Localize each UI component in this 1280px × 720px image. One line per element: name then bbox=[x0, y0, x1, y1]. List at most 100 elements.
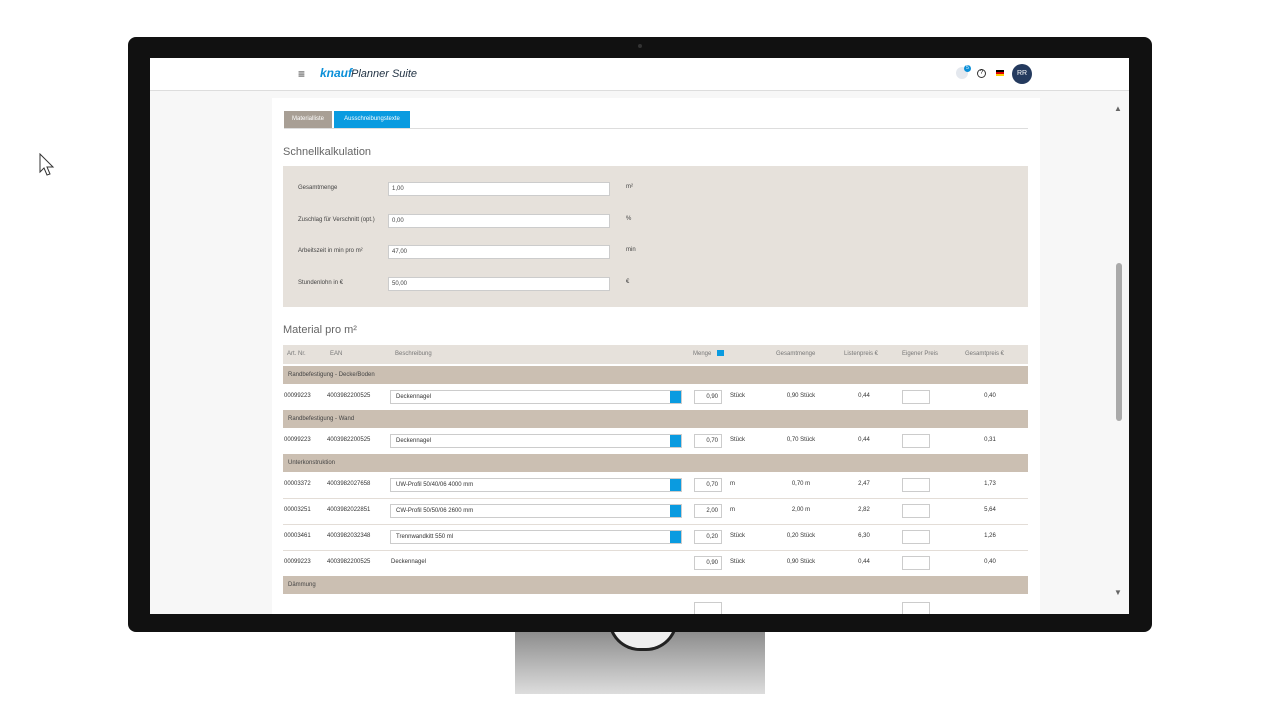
art-nr: 00099223 bbox=[284, 437, 311, 443]
row-divider bbox=[283, 550, 1028, 551]
field-unit: min bbox=[626, 247, 636, 254]
scroll-up[interactable]: ▲ bbox=[1114, 104, 1122, 113]
own-price-input[interactable] bbox=[902, 434, 930, 448]
own-price-input[interactable] bbox=[902, 478, 930, 492]
quantity-input[interactable]: 0,90 bbox=[694, 390, 722, 404]
list-price: 0,44 bbox=[858, 437, 870, 443]
total-price: 0,31 bbox=[984, 437, 996, 443]
total-price: 5,64 bbox=[984, 507, 996, 513]
group-name: Dämmung bbox=[288, 582, 316, 588]
quantity-input[interactable]: 2,00 bbox=[694, 504, 722, 518]
column-header: Art. Nr. bbox=[287, 351, 306, 357]
ean: 4003982200525 bbox=[327, 437, 371, 443]
language-flag[interactable] bbox=[996, 70, 1004, 76]
own-price-input[interactable] bbox=[902, 504, 930, 518]
field-unit: % bbox=[626, 215, 632, 222]
unit: Stück bbox=[730, 559, 746, 565]
table-header bbox=[283, 345, 1028, 364]
unit: Stück bbox=[730, 437, 746, 443]
total-price: 1,73 bbox=[984, 481, 996, 487]
unit: m bbox=[730, 507, 735, 513]
field-label: Arbeitszeit in min pro m² bbox=[298, 248, 363, 255]
field-unit: € bbox=[626, 279, 630, 286]
partial-input[interactable] bbox=[902, 602, 930, 614]
group-header bbox=[283, 454, 1028, 472]
quantity-input[interactable]: 0,70 bbox=[694, 478, 722, 492]
unit: Stück bbox=[730, 533, 746, 539]
help-icon[interactable]: ? bbox=[977, 69, 986, 78]
ean: 4003982200525 bbox=[327, 393, 371, 399]
camera bbox=[638, 44, 642, 48]
description-select[interactable]: UW-Profil 50/40/06 4000 mm bbox=[390, 478, 682, 492]
total-quantity: 0,90 Stück bbox=[786, 559, 816, 565]
ean: 4003982200525 bbox=[327, 559, 371, 565]
select-button bbox=[670, 391, 681, 403]
art-nr: 00099223 bbox=[284, 559, 311, 565]
field-input[interactable]: 0,00 bbox=[388, 213, 610, 228]
info-icon[interactable] bbox=[717, 350, 724, 356]
description: Deckennagel bbox=[391, 559, 427, 565]
list-price: 6,30 bbox=[858, 533, 870, 539]
list-price: 0,44 bbox=[858, 559, 870, 565]
quantity-input[interactable]: 0,70 bbox=[694, 434, 722, 448]
unit: m bbox=[730, 481, 735, 487]
partial-input[interactable] bbox=[694, 602, 722, 614]
description-select[interactable]: Deckennagel bbox=[390, 434, 682, 448]
quantity-input[interactable]: 0,20 bbox=[694, 530, 722, 544]
total-quantity: 0,90 Stück bbox=[786, 393, 816, 399]
total-price: 1,26 bbox=[984, 533, 996, 539]
scroll-down[interactable]: ▼ bbox=[1114, 588, 1122, 597]
select-button bbox=[670, 435, 681, 447]
field-input[interactable]: 1,00 bbox=[388, 182, 610, 196]
avatar[interactable]: RR bbox=[1012, 64, 1032, 84]
total-price: 0,40 bbox=[984, 393, 996, 399]
art-nr: 00003372 bbox=[284, 481, 311, 487]
field-input[interactable]: 47,00 bbox=[388, 245, 610, 260]
description-select[interactable]: Trennwandkitt 550 ml bbox=[390, 530, 682, 544]
brand-logo: knauf bbox=[320, 66, 353, 80]
column-header: Beschreibung bbox=[395, 351, 432, 357]
own-price-input[interactable] bbox=[902, 556, 930, 570]
column-header: Eigener Preis bbox=[902, 351, 939, 357]
tab-divider bbox=[284, 128, 1028, 129]
column-header: Listenpreis € bbox=[844, 351, 879, 357]
art-nr: 00099223 bbox=[284, 393, 311, 399]
column-header: Gesamtmenge bbox=[776, 351, 816, 357]
description-select[interactable]: CW-Profil 50/50/06 2600 mm bbox=[390, 504, 682, 518]
ean: 4003982032348 bbox=[327, 533, 371, 539]
total-quantity: 0,70 Stück bbox=[786, 437, 816, 443]
select-button bbox=[670, 531, 681, 543]
app-name: Planner Suite bbox=[351, 68, 418, 80]
own-price-input[interactable] bbox=[902, 390, 930, 404]
scrollbar-thumb[interactable] bbox=[1116, 263, 1122, 421]
tab[interactable]: Materialliste bbox=[284, 111, 332, 128]
group-header bbox=[283, 576, 1028, 594]
select-button bbox=[670, 479, 681, 491]
field-input[interactable]: 50,00 bbox=[388, 277, 610, 292]
row-divider bbox=[283, 498, 1028, 499]
quantity-input[interactable]: 0,90 bbox=[694, 556, 722, 570]
group-name: Unterkonstruktion bbox=[288, 460, 336, 466]
select-button bbox=[670, 505, 681, 517]
unit: Stück bbox=[730, 393, 746, 399]
group-name: Randbefestigung - Wand bbox=[288, 416, 355, 422]
column-header: EAN bbox=[330, 351, 343, 357]
section-title: Schnellkalkulation bbox=[283, 146, 372, 158]
art-nr: 00003461 bbox=[284, 533, 311, 539]
row-divider bbox=[283, 524, 1028, 525]
column-header: Gesamtpreis € bbox=[965, 351, 1005, 357]
ean: 4003982022851 bbox=[327, 507, 371, 513]
group-name: Randbefestigung - Decke/Boden bbox=[288, 372, 375, 378]
art-nr: 00003251 bbox=[284, 507, 311, 513]
tab-active[interactable]: Ausschreibungstexte bbox=[334, 111, 410, 128]
total-price: 0,40 bbox=[984, 559, 996, 565]
own-price-input[interactable] bbox=[902, 530, 930, 544]
badge: 5 bbox=[964, 65, 971, 72]
ean: 4003982027658 bbox=[327, 481, 371, 487]
total-quantity: 0,20 Stück bbox=[786, 533, 816, 539]
menu-button[interactable]: ≡ bbox=[298, 67, 306, 81]
description-select[interactable]: Deckennagel bbox=[390, 390, 682, 404]
field-label: Gesamtmenge bbox=[298, 185, 338, 191]
list-price: 2,82 bbox=[858, 507, 870, 513]
